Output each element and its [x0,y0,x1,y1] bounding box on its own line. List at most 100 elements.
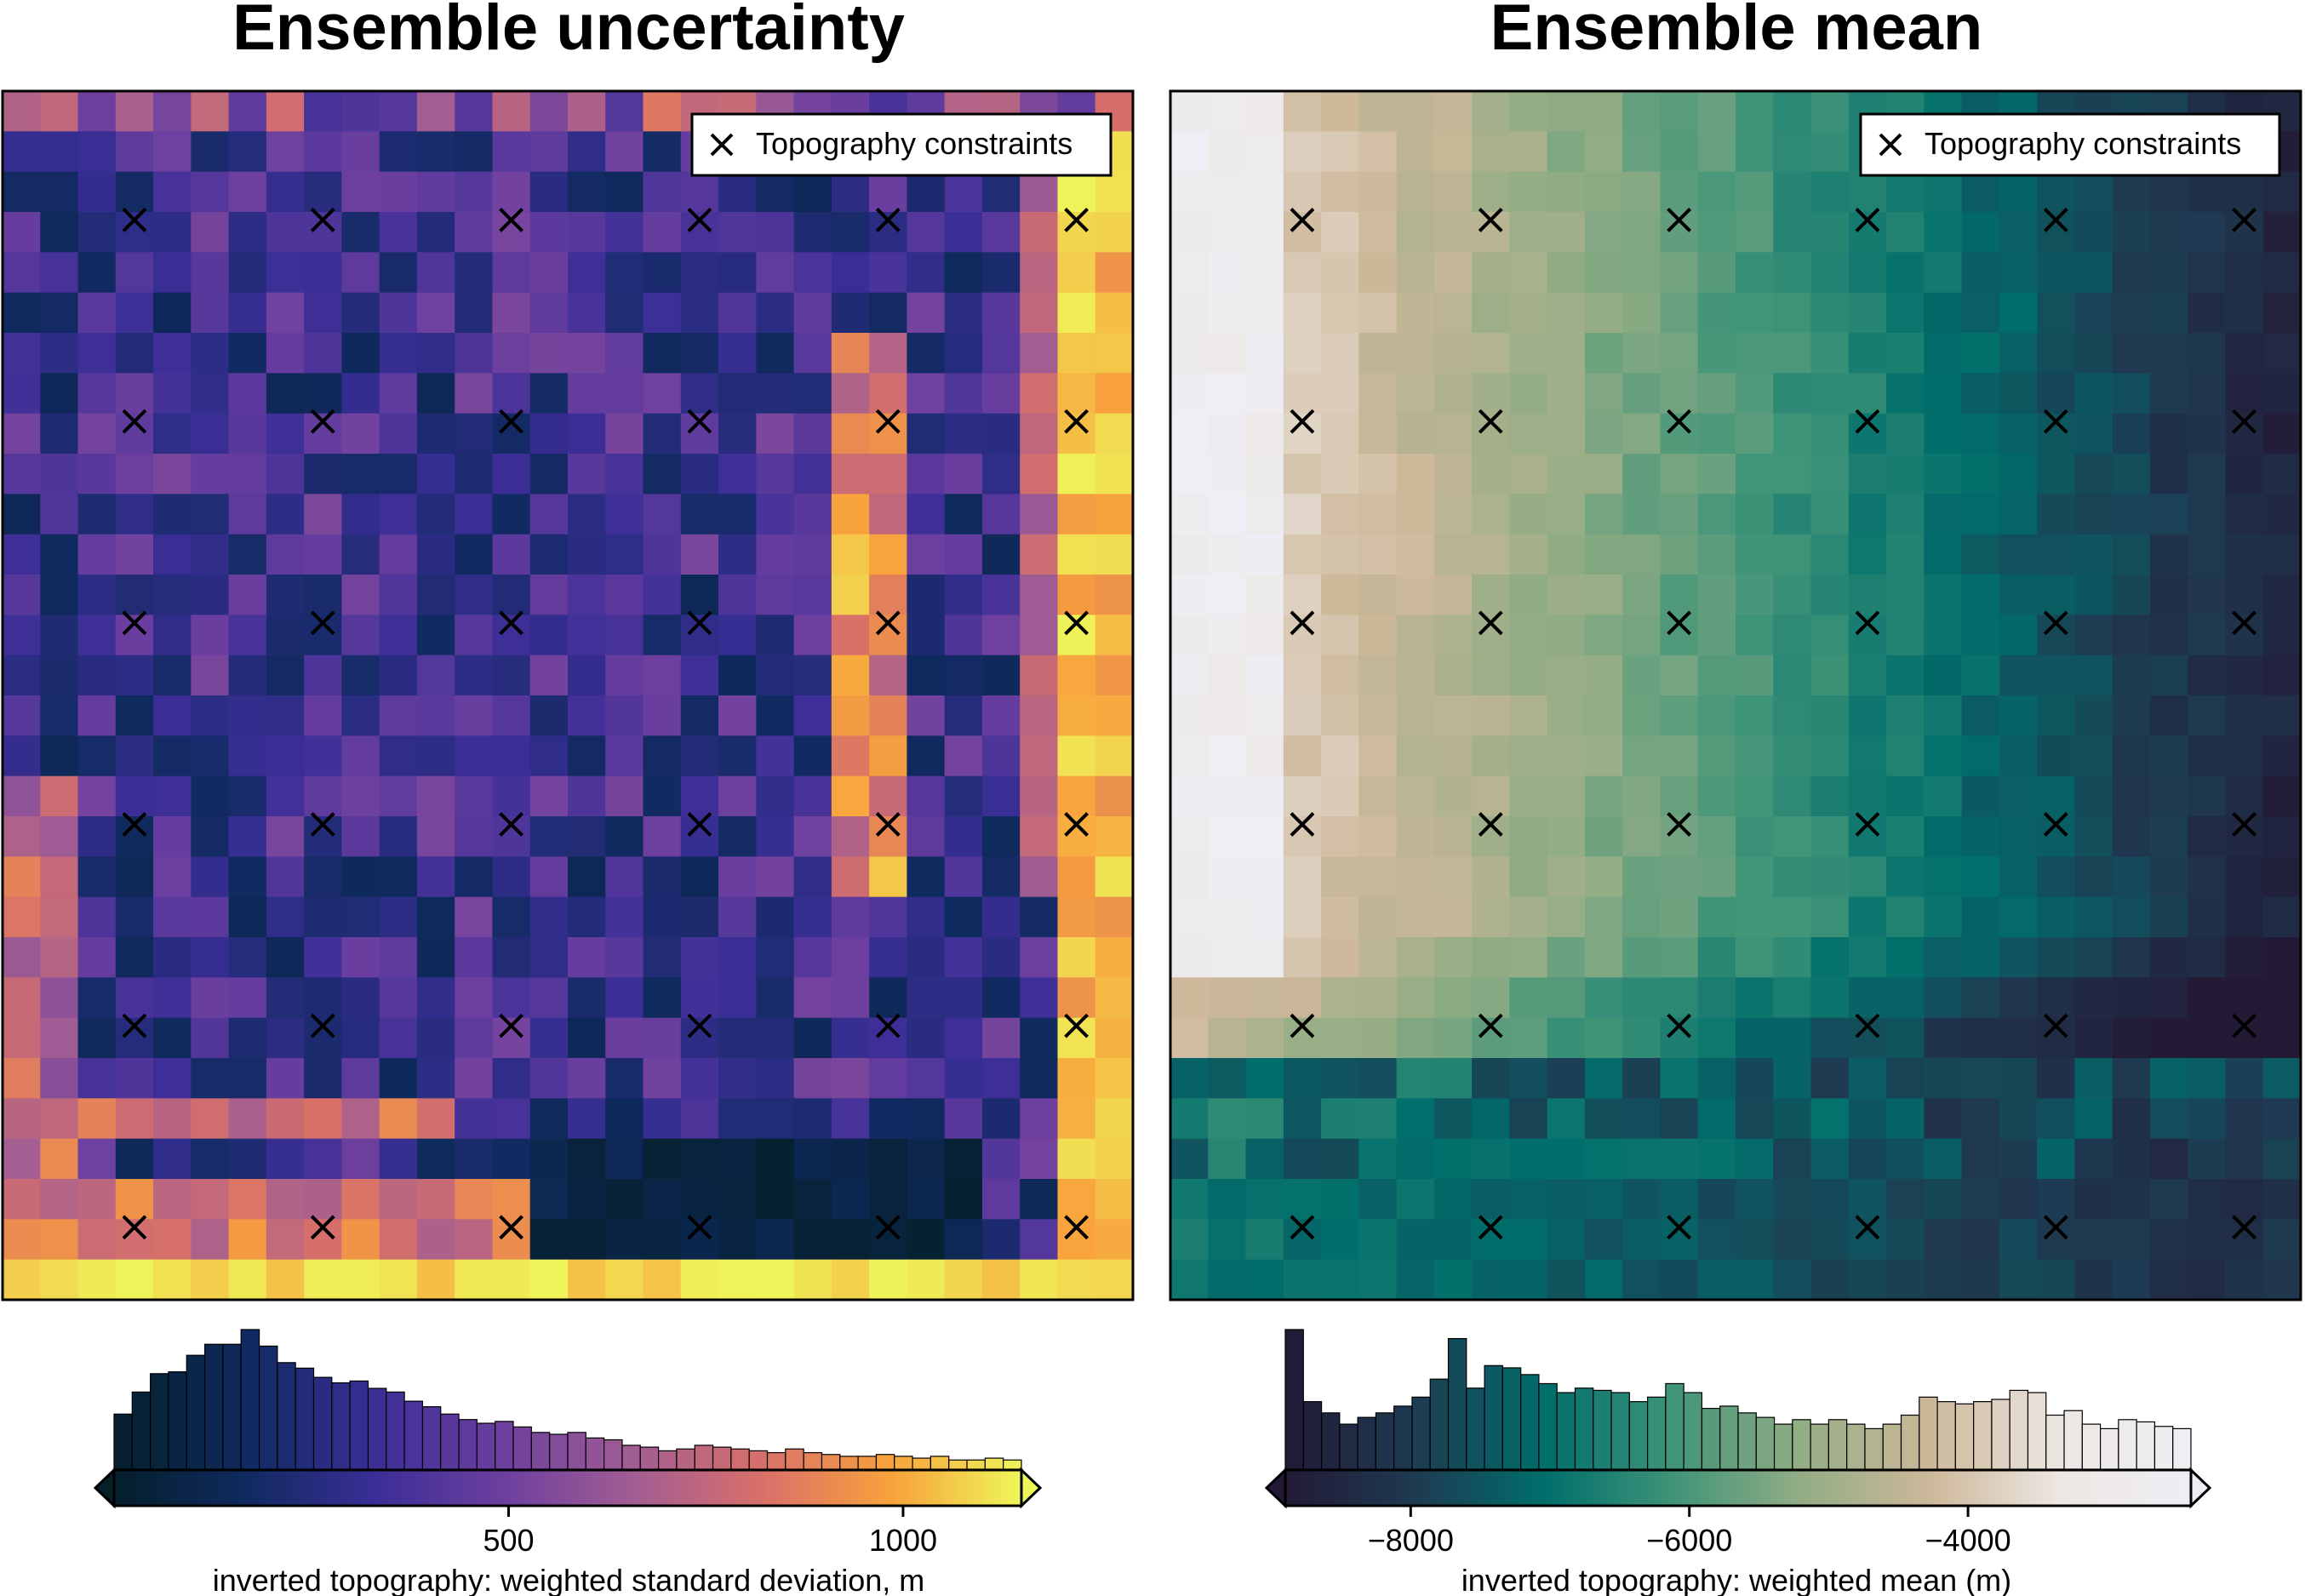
heatmap-cell [1433,1138,1473,1180]
heatmap-cell [568,494,606,535]
heatmap-cell [1660,575,1699,615]
heatmap-cell [492,333,531,374]
heatmap-cell [40,896,79,938]
heatmap-cell [1773,735,1812,777]
heatmap-cell [1020,856,1059,898]
heatmap-cell [529,212,569,253]
heatmap-cell [1396,171,1435,213]
heatmap-cell [1170,171,1209,213]
heatmap-cell [793,775,832,817]
heatmap-cell [1697,252,1736,294]
heatmap-cell [115,735,154,777]
histogram-bar [1538,1382,1558,1470]
heatmap-cell [831,1179,870,1220]
heatmap-cell [2225,534,2264,575]
heatmap-cell [1095,655,1134,696]
heatmap-cell [869,373,907,415]
heatmap-cell [1999,816,2038,857]
constraint-marker [1478,208,1503,232]
heatmap-cell [1433,91,1473,132]
heatmap-cell [756,856,795,898]
heatmap-cell [455,937,494,978]
heatmap-cell [1509,816,1548,857]
heatmap-cell [1358,534,1398,575]
heatmap-cell [3,1098,41,1140]
heatmap-cell [1509,131,1548,173]
heatmap-cell [1396,413,1435,455]
heatmap-cell [115,977,154,1019]
constraint-marker [122,812,147,837]
heatmap-cell [1886,373,1925,415]
heatmap-cell [1358,816,1398,857]
heatmap-cell [1020,494,1059,535]
heatmap-cell [304,131,342,173]
heatmap-cell [2188,1138,2227,1180]
heatmap-cell [1472,333,1510,374]
heatmap-cell [529,494,569,535]
heatmap-cell [529,534,569,575]
histogram-bar [2118,1419,2137,1470]
heatmap-cell [416,494,455,535]
heatmap-cell [831,373,870,415]
heatmap-cell [944,373,983,415]
heatmap-cell [228,1098,267,1140]
heatmap-cell [3,856,41,898]
heatmap-cell [40,212,79,253]
heatmap-cell [77,1259,117,1301]
heatmap-cell [1170,373,1209,415]
heatmap-cell [1547,373,1586,415]
heatmap-cell [1208,1219,1247,1261]
heatmap-cell [77,373,117,415]
heatmap-cell [153,252,192,294]
heatmap-cell [2112,1058,2151,1099]
heatmap-cell [1509,1259,1548,1301]
colorbar-ticks: −8000 −6000 −4000 [1368,1506,2011,1558]
heatmap-cell [304,171,342,213]
heatmap-cell [1020,1259,1059,1301]
histogram-bar [748,1450,769,1470]
heatmap-cell [944,494,983,535]
histogram-bar [1701,1407,1721,1470]
heatmap-cell [718,856,757,898]
heatmap-cell [756,896,795,938]
heatmap-cell [1848,735,1887,777]
heatmap-cell [1509,212,1548,253]
heatmap-cell [944,1259,983,1301]
constraint-marker [122,1013,147,1038]
heatmap-cell [1660,896,1699,938]
heatmap-cell [1283,131,1322,173]
heatmap-cell [718,896,757,938]
colorbar-tick-label: −4000 [1925,1523,2011,1558]
heatmap-cell [40,333,79,374]
heatmap-cell [40,695,79,736]
heatmap-cell [680,977,719,1019]
heatmap-cell [944,171,983,213]
heatmap-cell [455,373,494,415]
histogram-bar [1737,1412,1757,1470]
colorbar-tick-label: −6000 [1646,1523,1732,1558]
heatmap-cell [2074,775,2113,817]
heatmap-cell [228,856,267,898]
heatmap-cell [2225,292,2264,334]
heatmap-cell [756,171,795,213]
heatmap-cell [2112,1179,2151,1220]
heatmap-cell [2074,856,2113,898]
heatmap-cell [831,775,870,817]
heatmap-cell [981,212,1021,253]
heatmap-cell [341,1219,380,1261]
heatmap-cell [1924,655,1963,696]
heatmap-cell [2074,1058,2113,1099]
heatmap-cell [793,615,832,656]
heatmap-cell [2112,856,2151,898]
heatmap-cell [831,695,870,736]
heatmap-cell [40,1017,79,1059]
heatmap-cell [77,1138,117,1180]
heatmap-cell [1020,775,1059,817]
heatmap-cell [115,775,154,817]
heatmap-cell [115,171,154,213]
heatmap-cell [2262,373,2302,415]
heatmap-cell [2225,333,2264,374]
heatmap-cell [228,1219,267,1261]
heatmap-cell [1283,775,1322,817]
heatmap-cell [1773,775,1812,817]
